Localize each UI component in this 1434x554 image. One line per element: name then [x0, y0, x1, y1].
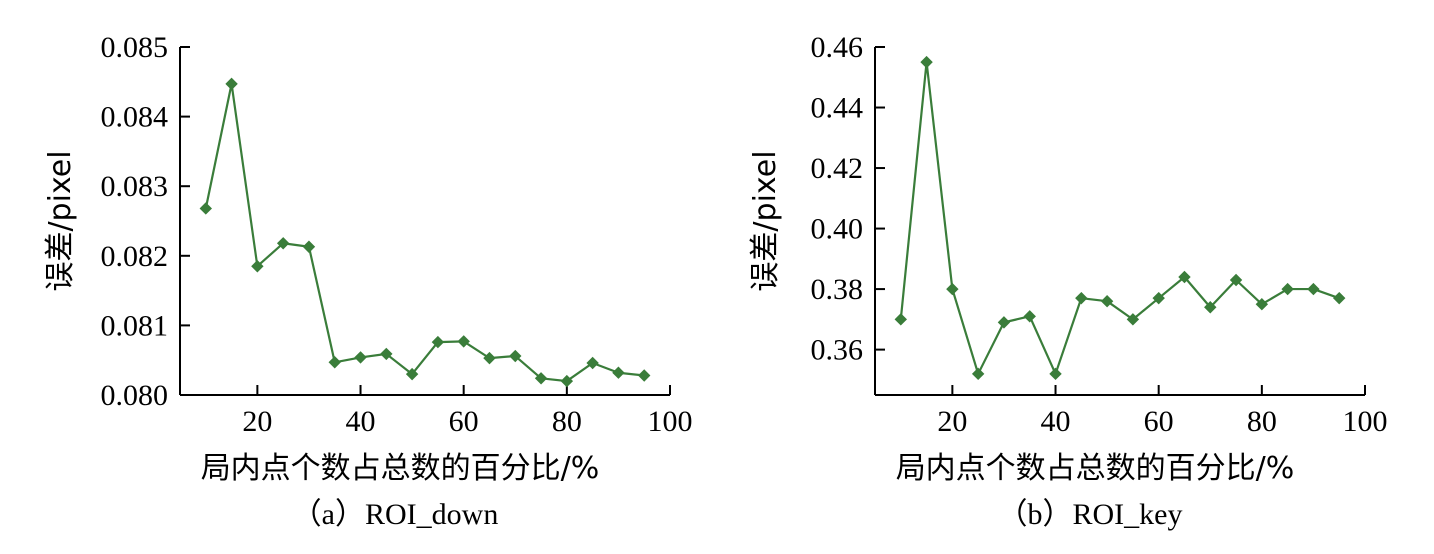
data-point-marker	[405, 367, 419, 381]
x-axis-title: 局内点个数占总数的百分比/%	[896, 451, 1295, 486]
data-point-marker	[380, 347, 393, 361]
data-point-marker	[483, 351, 496, 365]
x-tick-label: 60	[449, 405, 479, 438]
series-line	[204, 82, 645, 383]
y-axis-title: 误差/pixel	[43, 150, 78, 291]
data-point-marker	[276, 237, 290, 250]
data-point-marker	[1255, 298, 1269, 311]
data-point-marker	[638, 369, 651, 382]
data-point-marker	[534, 372, 548, 385]
x-tick-label: 60	[1144, 405, 1174, 438]
y-tick-label: 0.082	[101, 240, 169, 273]
y-tick-label: 0.44	[811, 92, 864, 125]
data-point-marker	[894, 313, 907, 326]
series-line	[899, 61, 1340, 375]
data-point-marker	[1100, 294, 1114, 308]
chart-caption: （a）ROI_down	[292, 498, 499, 531]
data-point-marker	[225, 77, 238, 91]
x-tick-label: 100	[1343, 405, 1388, 438]
chart-caption: （b）ROI_key	[998, 498, 1183, 531]
data-point-marker	[1023, 310, 1036, 323]
x-tick-label: 80	[552, 405, 582, 438]
y-tick-label: 0.081	[101, 309, 169, 342]
x-tick-label: 80	[1247, 405, 1277, 438]
x-tick-label: 40	[1041, 405, 1071, 438]
data-point-marker	[612, 366, 625, 379]
x-tick-label: 20	[937, 405, 967, 438]
data-point-marker	[1178, 270, 1191, 284]
x-tick-label: 20	[242, 405, 272, 438]
y-tick-label: 0.085	[101, 31, 169, 64]
y-tick-label: 0.080	[101, 379, 169, 412]
y-tick-label: 0.084	[101, 101, 169, 134]
data-point-marker	[251, 260, 264, 273]
y-tick-label: 0.36	[811, 334, 864, 367]
data-point-marker	[328, 356, 341, 369]
data-point-marker	[1049, 367, 1062, 381]
data-point-marker	[1229, 273, 1243, 287]
data-point-marker	[1126, 313, 1140, 326]
data-point-marker	[560, 374, 574, 388]
data-point-marker	[1333, 291, 1346, 305]
data-point-marker	[199, 202, 212, 215]
data-point-marker	[920, 55, 933, 69]
y-tick-label: 0.40	[811, 213, 864, 246]
data-point-marker	[1152, 291, 1165, 305]
data-point-marker	[302, 240, 316, 253]
data-point-marker	[1307, 282, 1320, 296]
y-tick-label: 0.38	[811, 273, 864, 306]
data-point-marker	[997, 316, 1011, 329]
y-tick-label: 0.42	[811, 152, 864, 185]
data-point-marker	[457, 335, 470, 348]
x-tick-label: 100	[648, 405, 693, 438]
data-point-marker	[354, 351, 367, 364]
chart-roi-down: 0.080 0.081 0.082 0.083 0.084 0.085 20 40 60 80 10…	[43, 31, 693, 531]
data-point-marker	[1075, 291, 1088, 305]
y-axis-title: 误差/pixel	[748, 150, 783, 291]
data-point-marker	[509, 349, 522, 363]
data-point-marker	[971, 367, 985, 381]
x-tick-label: 40	[346, 405, 376, 438]
y-tick-label: 0.46	[811, 31, 864, 64]
data-point-marker	[431, 335, 445, 349]
data-point-marker	[946, 282, 959, 296]
data-point-marker	[586, 356, 599, 370]
data-point-marker	[1204, 301, 1217, 314]
y-tick-label: 0.083	[101, 170, 169, 203]
chart-roi-key: 0.36 0.38 0.40 0.42 0.44 0.46 20 40 60 80 100 误差/pi…	[748, 31, 1388, 531]
data-point-marker	[1281, 282, 1294, 296]
x-axis-title: 局内点个数占总数的百分比/%	[201, 451, 600, 486]
